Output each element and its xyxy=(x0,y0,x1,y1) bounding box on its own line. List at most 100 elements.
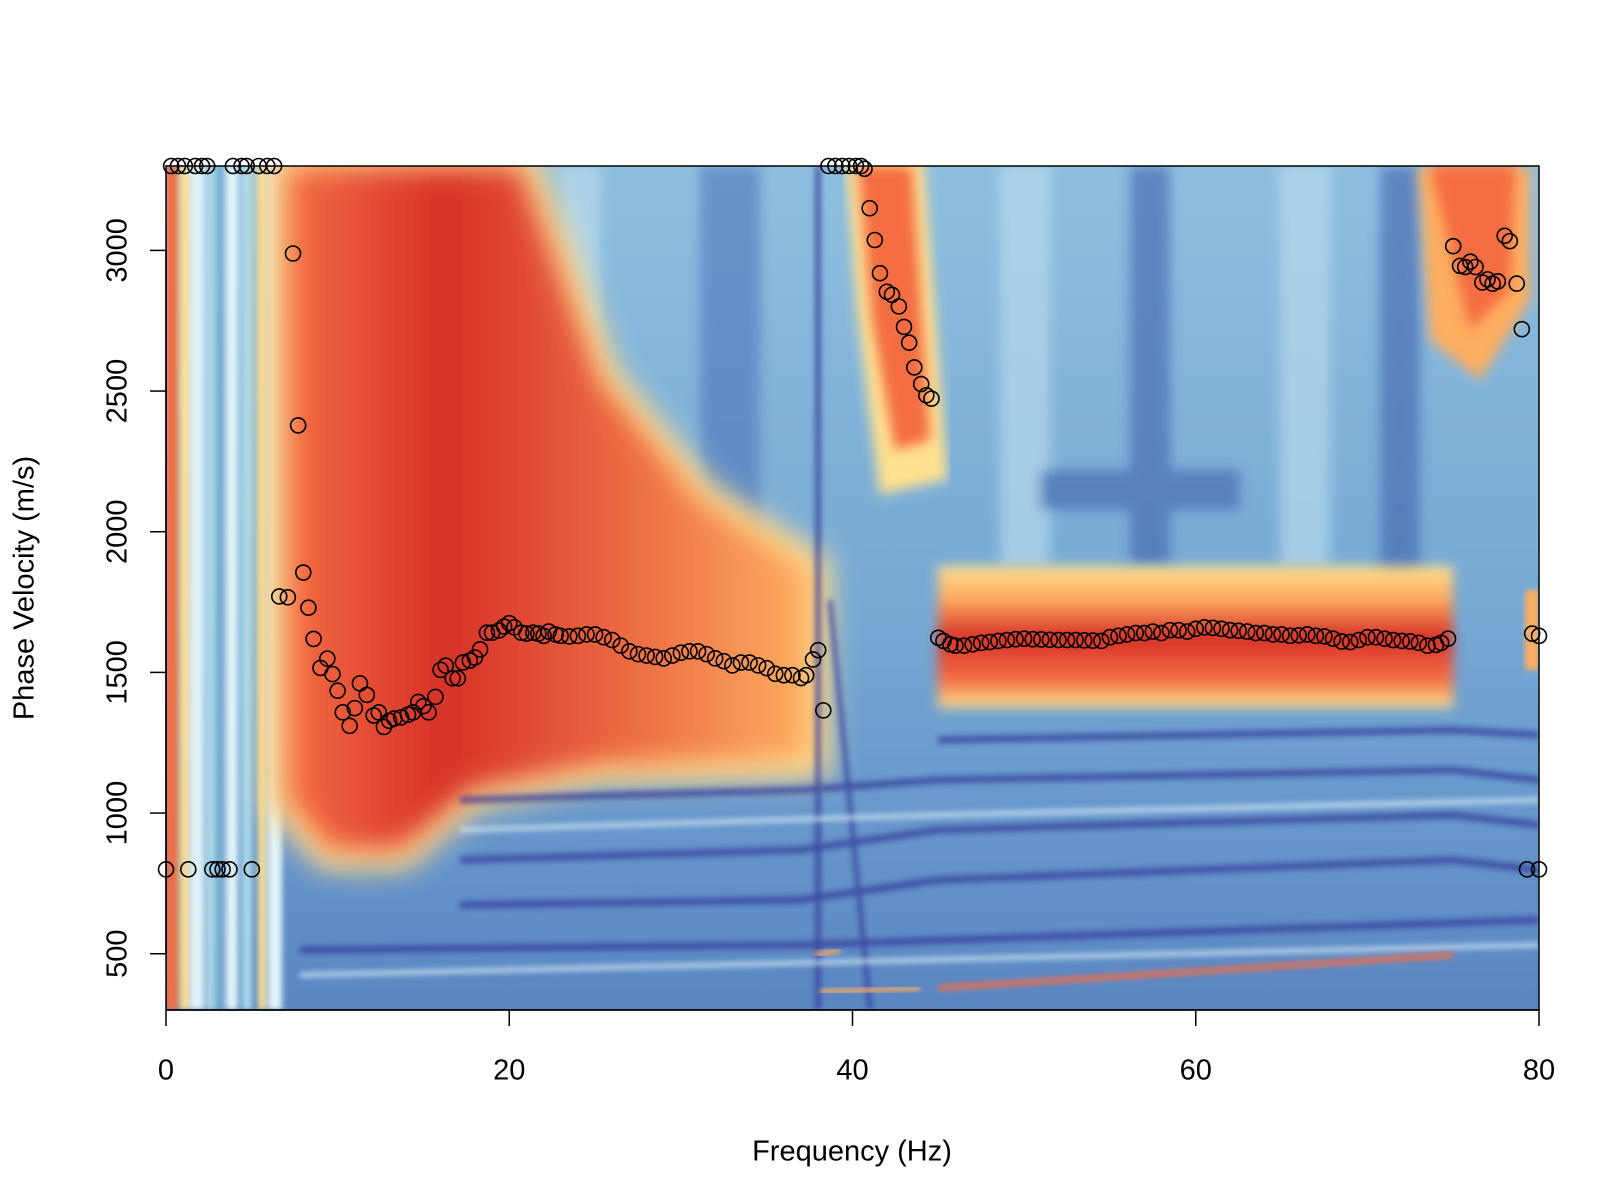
point xyxy=(1530,627,1548,645)
point xyxy=(1513,320,1531,338)
point xyxy=(612,637,630,654)
point xyxy=(895,318,913,336)
point xyxy=(1135,624,1153,642)
point xyxy=(427,688,444,706)
point xyxy=(1230,622,1247,640)
point xyxy=(947,637,964,654)
point xyxy=(346,699,364,717)
point xyxy=(495,618,513,635)
point xyxy=(1264,626,1282,643)
point xyxy=(1007,630,1024,648)
point xyxy=(1118,626,1136,643)
x-tick-label: 60 xyxy=(1180,1055,1212,1087)
point xyxy=(852,157,870,175)
point xyxy=(569,627,587,645)
point xyxy=(1456,258,1474,276)
point xyxy=(420,704,437,721)
point xyxy=(198,157,216,175)
point xyxy=(180,861,197,878)
point xyxy=(890,298,908,315)
point xyxy=(409,693,427,711)
point xyxy=(169,157,187,175)
point xyxy=(561,628,578,645)
point xyxy=(1376,630,1393,647)
heatmap-background xyxy=(166,166,1539,1010)
point xyxy=(586,626,604,643)
point xyxy=(294,564,312,581)
point xyxy=(300,599,317,616)
point xyxy=(1324,630,1342,647)
point xyxy=(998,631,1016,649)
point xyxy=(595,628,612,646)
point xyxy=(471,641,489,658)
point xyxy=(775,666,793,684)
point xyxy=(1144,623,1162,640)
point xyxy=(797,666,815,684)
point xyxy=(186,157,204,175)
point xyxy=(1247,624,1265,642)
point xyxy=(552,627,570,645)
point xyxy=(1467,258,1484,276)
point xyxy=(1444,237,1462,255)
point xyxy=(871,264,889,282)
point xyxy=(706,650,724,667)
point xyxy=(809,641,827,659)
point xyxy=(437,657,455,674)
point xyxy=(243,861,261,878)
point xyxy=(334,704,352,721)
point xyxy=(861,199,878,217)
point xyxy=(749,657,767,674)
point xyxy=(1401,633,1419,650)
point xyxy=(981,633,999,651)
point xyxy=(672,644,690,662)
point xyxy=(512,624,530,642)
point xyxy=(1518,861,1536,878)
point xyxy=(1204,619,1222,637)
point xyxy=(1359,628,1376,646)
point xyxy=(1281,627,1299,645)
x-tick-label: 80 xyxy=(1523,1055,1555,1087)
point xyxy=(1333,633,1350,650)
point xyxy=(449,670,467,687)
point xyxy=(820,157,837,175)
point xyxy=(972,634,990,652)
point xyxy=(238,157,255,175)
point xyxy=(663,647,681,664)
point xyxy=(1067,631,1084,649)
point xyxy=(279,588,297,606)
point xyxy=(912,375,930,393)
point xyxy=(741,654,758,671)
point xyxy=(681,642,698,660)
x-tick-label: 20 xyxy=(493,1055,525,1087)
point xyxy=(1350,631,1368,649)
point xyxy=(500,614,518,632)
point xyxy=(847,157,865,175)
point xyxy=(955,637,973,654)
point xyxy=(1530,861,1548,878)
point xyxy=(209,861,226,878)
point xyxy=(157,861,175,878)
point xyxy=(1290,626,1308,644)
point xyxy=(233,157,250,175)
point xyxy=(540,623,558,640)
point xyxy=(1299,626,1316,643)
point xyxy=(1316,628,1333,645)
point xyxy=(629,645,647,663)
point xyxy=(578,626,595,643)
point xyxy=(856,160,873,178)
point xyxy=(1127,624,1144,642)
point xyxy=(815,702,832,719)
point xyxy=(319,650,336,667)
point xyxy=(1110,627,1127,645)
point xyxy=(265,157,283,175)
point xyxy=(715,652,733,670)
point xyxy=(1084,632,1102,649)
point xyxy=(324,665,341,683)
point xyxy=(224,157,242,175)
point xyxy=(1393,632,1410,650)
point xyxy=(1273,626,1290,643)
point xyxy=(305,630,322,648)
point xyxy=(964,635,981,653)
point xyxy=(289,417,307,434)
